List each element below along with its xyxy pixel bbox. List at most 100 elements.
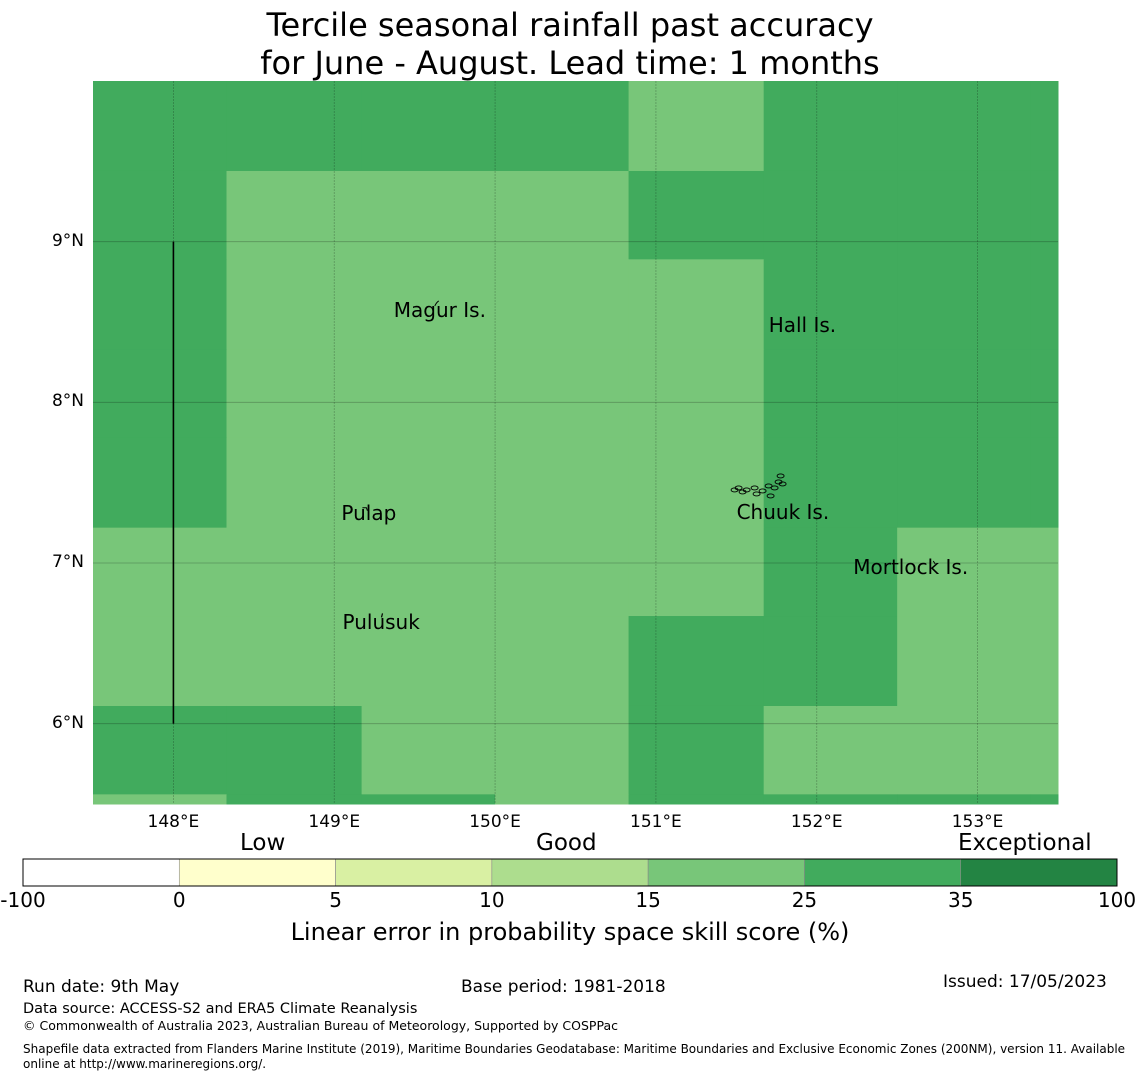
skill-cell [226, 794, 363, 805]
skill-cell [226, 527, 363, 617]
skill-cell [495, 349, 630, 439]
skill-cell [763, 349, 898, 439]
island-shape [932, 560, 936, 565]
skill-cell [226, 170, 363, 260]
graticule [93, 81, 1058, 804]
colorbar-tick-label: 0 [172, 888, 186, 912]
lat-tick-label: 6°N [51, 712, 84, 733]
skill-cell [628, 81, 765, 172]
island-label: Chuuk Is. [736, 499, 830, 524]
island-shape [758, 488, 767, 494]
legend-category-exceptional: Exceptional [958, 830, 1092, 856]
island-shape [380, 613, 384, 618]
skill-cell [93, 616, 227, 707]
skill-cell [226, 437, 363, 529]
skill-cell [628, 259, 765, 350]
skill-cell [226, 259, 363, 350]
skill-cell [361, 170, 496, 260]
skill-cell [1030, 349, 1059, 439]
legend-category-good: Good [536, 830, 597, 856]
colorbar-tick-label: 5 [329, 888, 342, 912]
skill-cell [628, 616, 765, 707]
skill-cell [361, 616, 496, 707]
skill-cell [495, 170, 630, 260]
colorbar-tick-label: 15 [635, 888, 661, 912]
skill-cell [763, 616, 898, 707]
skill-cell [897, 170, 1032, 260]
skill-cell [93, 259, 227, 350]
skill-cell [93, 794, 227, 805]
skill-cell [1030, 794, 1059, 805]
island-label: Hall Is. [768, 312, 837, 337]
skill-cell [897, 349, 1032, 439]
skill-cell [628, 437, 765, 529]
skill-cell [897, 616, 1032, 707]
colorbar-tick-label: -100 [0, 888, 46, 912]
lon-tick-label: 148°E [147, 812, 200, 832]
skill-grid [93, 81, 1059, 805]
skill-cell [1030, 170, 1059, 260]
skill-cell [495, 437, 630, 529]
skill-cell [897, 259, 1032, 350]
skill-cell [1030, 705, 1059, 795]
colorbar-bin [491, 858, 649, 887]
colorbar [22, 858, 1118, 887]
lon-tick-label: 149°E [308, 812, 361, 832]
skill-cell [361, 259, 496, 350]
colorbar-bin [804, 858, 962, 887]
colorbar-bin [335, 858, 493, 887]
lon-tick-label: 152°E [790, 812, 843, 832]
skill-cell [361, 705, 496, 795]
skill-cell [226, 349, 363, 439]
skill-cell [495, 259, 630, 350]
island-label: Pulap [341, 500, 397, 525]
skill-cell [628, 349, 765, 439]
colorbar-bin [960, 858, 1118, 887]
island-shape [750, 485, 759, 491]
skill-cell [361, 527, 496, 617]
skill-cell [93, 170, 227, 260]
skill-cell [495, 527, 630, 617]
skill-cell [93, 705, 227, 795]
skill-cell [628, 794, 765, 805]
skill-cell [93, 349, 227, 439]
map-title-line2: for June - August. Lead time: 1 months [260, 44, 880, 82]
copyright: © Commonwealth of Australia 2023, Austra… [23, 1018, 618, 1033]
island-shape [776, 473, 785, 479]
island-shape [766, 493, 775, 499]
skill-cell [1030, 437, 1059, 529]
skill-cell [897, 527, 1032, 617]
skill-cell [897, 81, 1032, 172]
island-label: Magur Is. [393, 297, 486, 322]
skill-cell [226, 616, 363, 707]
island-label: Mortlock Is. [853, 555, 969, 579]
lon-tick-label: 151°E [630, 812, 682, 832]
skill-cell [226, 705, 363, 795]
colorbar-frame [22, 858, 1118, 887]
island-shape [362, 507, 368, 511]
skill-cell [93, 437, 227, 529]
skill-cell [763, 794, 898, 805]
map-title-line1: Tercile seasonal rainfall past accuracy [266, 6, 874, 44]
skill-cell [93, 527, 227, 617]
shapefile-credit-line2: online at http://www.marineregions.org/. [23, 1057, 267, 1071]
skill-cell [763, 81, 898, 172]
colorbar-tick-label: 10 [479, 888, 505, 912]
island-shape [734, 485, 743, 491]
skill-cell [495, 705, 630, 795]
skill-cell [763, 705, 898, 795]
lat-tick-label: 7°N [51, 552, 84, 572]
lon-tick-label: 153°E [951, 812, 1004, 832]
skill-cell [1030, 259, 1059, 350]
skill-cell [1030, 81, 1059, 172]
lat-tick-label: 9°N [51, 230, 84, 251]
skill-cell [93, 81, 227, 172]
chuuk-lagoon-islands [730, 473, 787, 499]
skill-cell [1030, 527, 1059, 617]
run-date: Run date: 9th May [23, 977, 180, 997]
legend-category-low: Low [240, 830, 286, 856]
base-period: Base period: 1981-2018 [461, 977, 666, 997]
skill-cell [897, 437, 1032, 529]
colorbar-bin [178, 858, 336, 887]
skill-cell [763, 170, 898, 260]
